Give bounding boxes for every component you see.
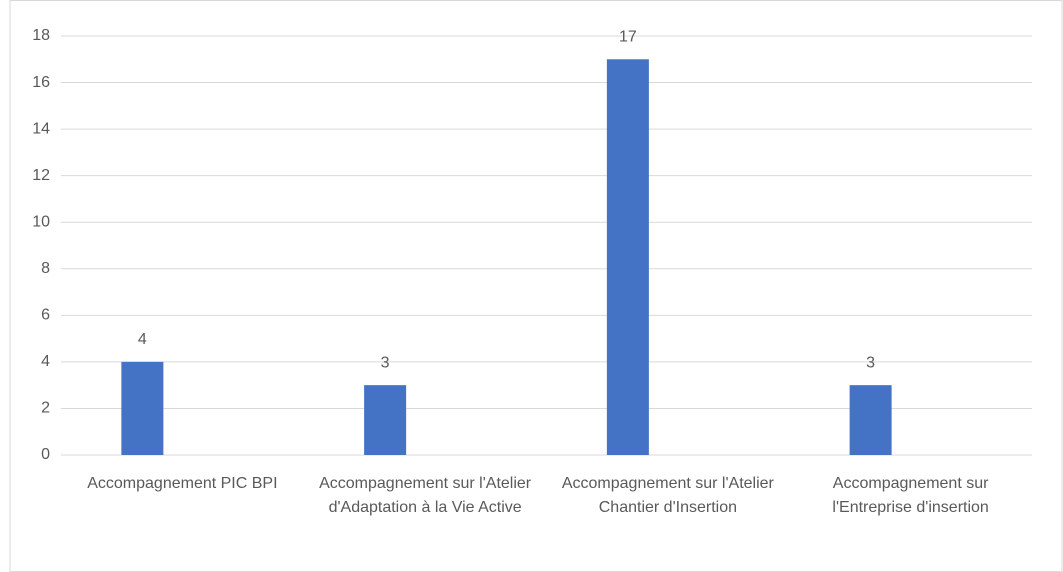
x-tick-label: Accompagnement sur l'Atelier d'Adaptation… (319, 475, 532, 516)
x-tick-label: Accompagnement sur l'Entreprise d'inserti… (832, 475, 989, 516)
y-tick-label: 16 (32, 74, 50, 91)
y-tick-label: 6 (41, 307, 50, 324)
x-tick-label: Accompagnement PIC BPI (87, 475, 277, 492)
y-tick-label: 8 (41, 260, 50, 277)
data-label: 4 (138, 331, 147, 348)
chart-frame (9, 0, 1063, 572)
y-tick-label: 18 (32, 27, 50, 44)
data-label: 17 (619, 28, 637, 45)
y-tick-label: 12 (32, 167, 50, 184)
bar (849, 385, 892, 455)
data-label: 3 (866, 354, 875, 371)
y-tick-label: 4 (41, 353, 50, 370)
y-tick-label: 14 (32, 120, 50, 137)
bar (121, 361, 164, 455)
x-tick-label: Accompagnement sur l'Atelier Chantier d'I… (562, 475, 775, 516)
bar (364, 385, 407, 455)
y-tick-label: 10 (32, 213, 50, 230)
data-label: 3 (381, 354, 390, 371)
y-tick-label: 2 (41, 400, 50, 417)
y-tick-label: 0 (41, 446, 50, 463)
bar (606, 59, 649, 456)
